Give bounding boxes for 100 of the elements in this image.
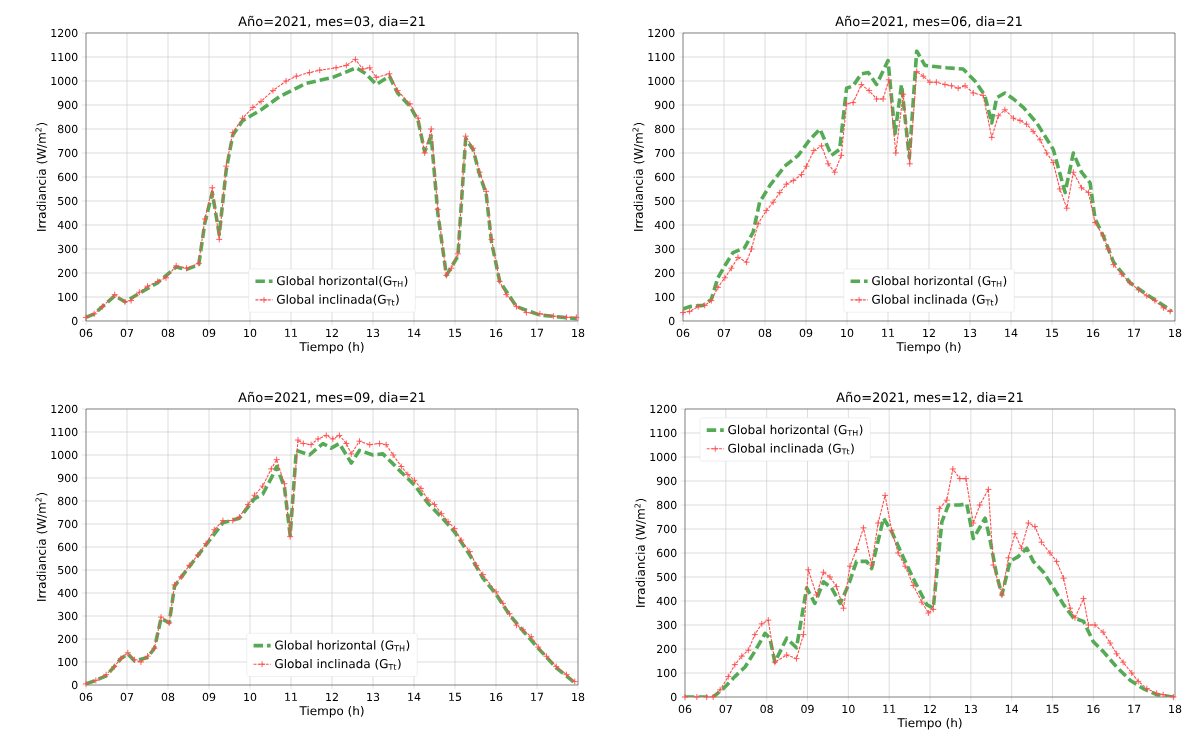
- y-tick-label: 500: [58, 565, 78, 575]
- y-tick-label: 800: [57, 496, 78, 506]
- x-tick-label: 07: [717, 328, 731, 338]
- x-tick-label: 07: [120, 328, 134, 338]
- y-tick-label: 900: [656, 476, 677, 486]
- point: [111, 291, 119, 299]
- point: [127, 297, 135, 305]
- x-tick-label: 08: [161, 692, 175, 702]
- y-tick-label: 0: [668, 316, 675, 326]
- legend-label: Global inclinada(G$_{Tt}$): [277, 294, 399, 306]
- x-tick-label: 18: [572, 692, 585, 702]
- point: [154, 277, 162, 285]
- x-tick-label: 10: [842, 704, 855, 714]
- y-tick-label: 1000: [51, 76, 78, 86]
- x-tick-label: 15: [1046, 704, 1059, 713]
- y-tick-label: 1100: [51, 52, 78, 62]
- y-axis-title: Irradiancia (W/m$^{2}$): [634, 498, 647, 607]
- y-tick-label: 100: [58, 657, 78, 667]
- y-tick-label: 100: [657, 668, 677, 678]
- point: [135, 288, 143, 296]
- y-tick-label: 200: [655, 268, 675, 278]
- point: [249, 103, 257, 111]
- legend-label: Global inclinada (G$_{Tt}$): [275, 658, 401, 670]
- point: [406, 100, 414, 108]
- point: [394, 87, 402, 95]
- x-tick-label: 09: [202, 692, 216, 702]
- x-tick-label: 17: [1128, 704, 1141, 713]
- chart-title: Año=2021, mes=12, dia=21: [836, 391, 1023, 404]
- point: [172, 262, 180, 270]
- x-tick-label: 10: [841, 328, 854, 338]
- point: [482, 187, 490, 195]
- y-tick-label: 1000: [648, 76, 675, 86]
- point: [121, 298, 129, 306]
- point: [414, 114, 422, 122]
- point: [269, 87, 277, 95]
- y-tick-label: 600: [656, 548, 677, 558]
- point: [462, 132, 470, 140]
- y-tick-label: 100: [58, 292, 78, 302]
- x-tick-label: 18: [1169, 704, 1182, 714]
- x-tick-label: 08: [760, 704, 773, 714]
- x-axis-title: Tiempo (h): [299, 341, 364, 354]
- x-tick-label: 13: [964, 328, 977, 338]
- y-tick-label: 900: [57, 100, 78, 110]
- point: [488, 235, 495, 243]
- x-tick-label: 06: [676, 328, 690, 338]
- legend-label: Global horizontal(G$_{TH}$): [277, 275, 408, 287]
- point: [522, 309, 530, 317]
- x-tick-label: 13: [367, 692, 380, 702]
- x-tick-label: 06: [79, 328, 93, 338]
- x-tick-label: 07: [120, 692, 134, 702]
- x-tick-label: 06: [79, 692, 93, 702]
- y-tick-label: 900: [57, 473, 78, 483]
- point: [469, 144, 477, 152]
- x-tick-label: 10: [244, 328, 257, 338]
- point: [454, 250, 462, 258]
- x-tick-label: 18: [1169, 328, 1182, 338]
- y-axis-title: Irradiancia (W/m$^{2}$): [35, 492, 48, 601]
- y-tick-label: 800: [57, 124, 78, 134]
- point: [421, 149, 429, 157]
- x-tick-label: 16: [1087, 704, 1100, 714]
- y-tick-label: 500: [655, 196, 675, 206]
- point: [195, 259, 203, 267]
- x-tick-label: 07: [719, 704, 732, 714]
- x-tick-label: 09: [801, 704, 814, 714]
- y-tick-label: 300: [58, 244, 78, 254]
- y-tick-label: 400: [57, 588, 78, 598]
- y-tick-label: 1000: [650, 452, 677, 462]
- point: [183, 264, 190, 272]
- x-tick-label: 16: [490, 328, 503, 338]
- x-tick-label: 09: [799, 328, 813, 338]
- point: [306, 69, 313, 77]
- x-tick-label: 16: [490, 692, 503, 702]
- point: [447, 264, 455, 272]
- point: [563, 313, 570, 321]
- point: [442, 271, 450, 279]
- x-tick-label: 17: [531, 692, 544, 701]
- point: [434, 205, 442, 213]
- x-tick-label: 13: [965, 704, 977, 714]
- y-tick-label: 300: [58, 611, 78, 621]
- y-tick-label: 500: [657, 572, 677, 582]
- point: [496, 277, 504, 285]
- legend-label: Global horizontal (G$_{TH}$): [275, 640, 410, 652]
- y-tick-label: 1100: [650, 428, 677, 438]
- x-tick-label: 12: [924, 704, 936, 713]
- x-tick-label: 15: [449, 328, 462, 337]
- point: [572, 313, 580, 321]
- x-tick-label: 14: [408, 692, 421, 701]
- y-tick-label: 300: [655, 244, 675, 254]
- x-tick-label: 13: [367, 328, 380, 338]
- x-tick-label: 16: [1087, 328, 1100, 338]
- x-tick-label: 18: [572, 328, 585, 338]
- x-tick-label: 12: [326, 328, 338, 337]
- point: [342, 61, 350, 69]
- y-tick-label: 200: [657, 644, 677, 654]
- y-tick-label: 1100: [648, 52, 675, 62]
- x-tick-label: 10: [244, 692, 257, 702]
- legend-label: Global inclinada (G$_{Tt}$): [872, 294, 998, 306]
- y-tick-label: 0: [71, 316, 78, 326]
- chart-title: Año=2021, mes=06, dia=21: [835, 15, 1022, 28]
- y-tick-label: 200: [58, 634, 78, 644]
